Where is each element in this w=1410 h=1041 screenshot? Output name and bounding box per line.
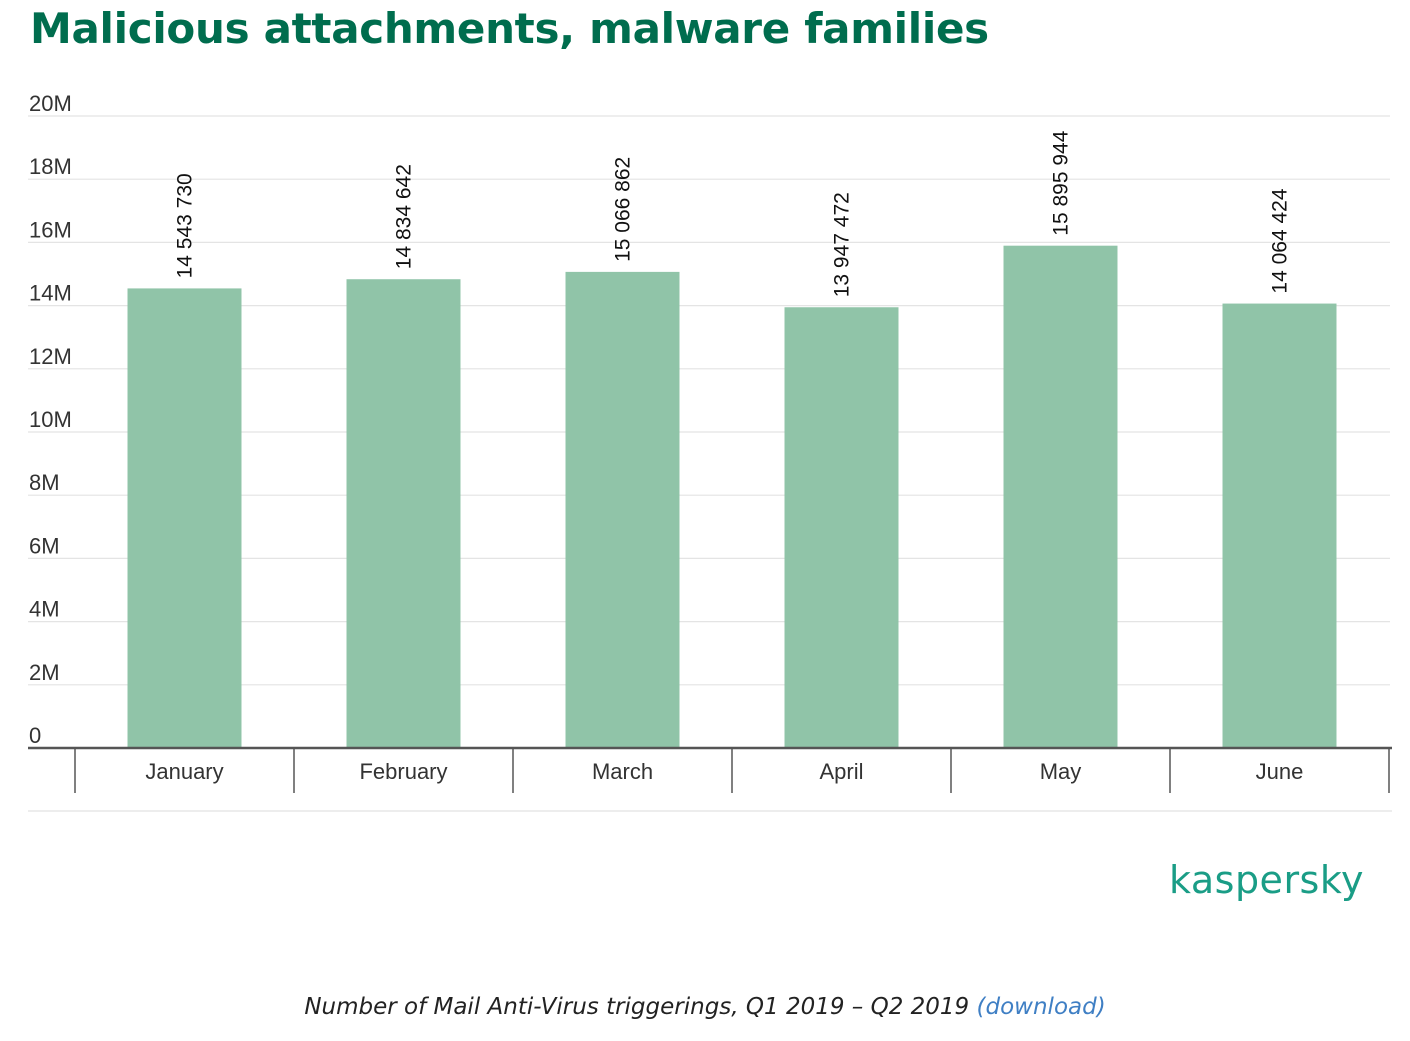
- y-tick-label: 8M: [29, 470, 60, 495]
- y-tick-label: 6M: [29, 533, 60, 558]
- download-link[interactable]: (download): [976, 994, 1106, 1020]
- x-tick-label: April: [819, 759, 863, 784]
- y-tick-label: 0: [29, 723, 41, 748]
- x-tick-label: June: [1256, 759, 1304, 784]
- y-tick-label: 12M: [29, 344, 72, 369]
- x-tick-label: February: [359, 759, 447, 784]
- data-label: 14 543 730: [174, 173, 197, 278]
- data-labels: 14 543 730 14 834 642 15 066 862 13 947 472…: [174, 130, 1292, 297]
- bar-january: [127, 288, 242, 748]
- y-tick-label: 18M: [29, 154, 72, 179]
- x-axis-ticks: January February March April May June: [145, 759, 1303, 784]
- y-tick-label: 4M: [29, 597, 60, 622]
- bars: [127, 245, 1337, 748]
- y-axis-ticks: 0 2M 4M 6M 8M 10M 12M 14M 16M 18M 20M: [29, 91, 72, 748]
- data-label: 15 066 862: [612, 157, 635, 262]
- data-label: 13 947 472: [831, 192, 854, 297]
- data-label: 14 064 424: [1269, 188, 1292, 293]
- bar-may: [1003, 245, 1118, 748]
- kaspersky-logo: kaspersky: [1169, 858, 1364, 902]
- y-tick-label: 2M: [29, 660, 60, 685]
- y-tick-label: 20M: [29, 91, 72, 116]
- bar-march: [565, 271, 680, 748]
- x-tick-label: January: [145, 759, 223, 784]
- bar-april: [784, 307, 899, 748]
- chart-title: Malicious attachments, malware families: [30, 4, 989, 53]
- x-axis: [28, 746, 1392, 812]
- x-tick-label: March: [592, 759, 653, 784]
- y-tick-label: 10M: [29, 407, 72, 432]
- figure-caption: Number of Mail Anti-Virus triggerings, Q…: [0, 994, 1410, 1020]
- gridlines: [28, 115, 1390, 686]
- data-label: 15 895 944: [1050, 130, 1073, 235]
- bar-june: [1222, 303, 1337, 748]
- x-tick-label: May: [1040, 759, 1082, 784]
- y-tick-label: 14M: [29, 281, 72, 306]
- caption-text: Number of Mail Anti-Virus triggerings, Q…: [304, 994, 970, 1020]
- bar-february: [346, 279, 461, 748]
- data-label: 14 834 642: [393, 164, 416, 269]
- y-tick-label: 16M: [29, 217, 72, 242]
